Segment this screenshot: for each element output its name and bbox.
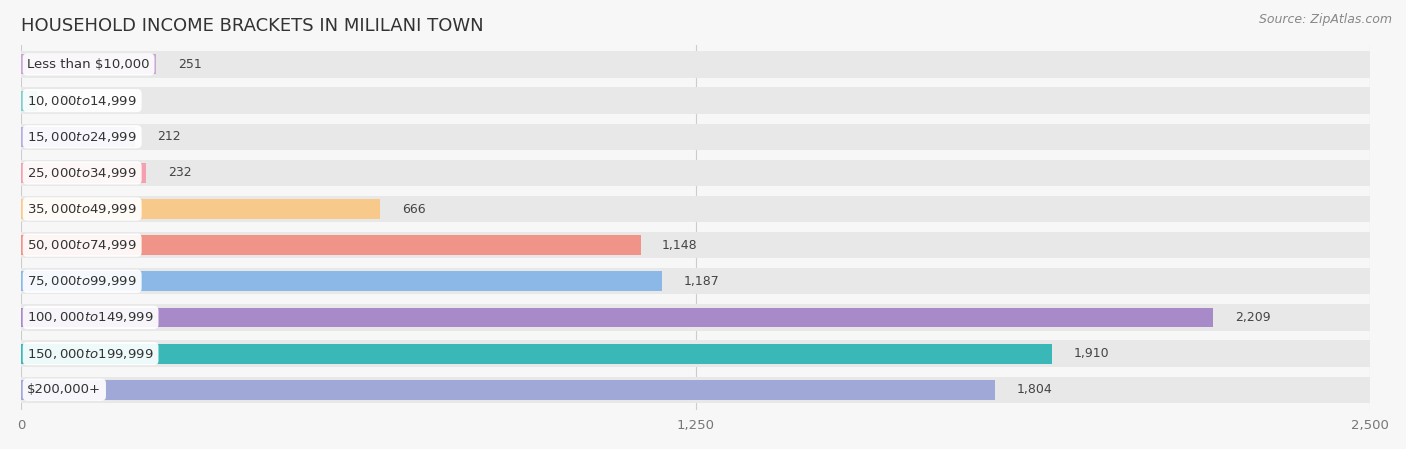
Text: 232: 232 [167,167,191,179]
Bar [21,54,156,75]
Text: $35,000 to $49,999: $35,000 to $49,999 [27,202,136,216]
Bar [21,91,37,110]
Bar [21,235,641,255]
Text: $200,000+: $200,000+ [27,383,101,396]
Text: HOUSEHOLD INCOME BRACKETS IN MILILANI TOWN: HOUSEHOLD INCOME BRACKETS IN MILILANI TO… [21,17,484,35]
Bar [21,51,1371,78]
Bar [21,88,1371,114]
Bar [21,343,1052,364]
Text: $75,000 to $99,999: $75,000 to $99,999 [27,274,136,288]
Text: 1,148: 1,148 [662,239,697,251]
Bar [21,127,135,147]
Text: $100,000 to $149,999: $100,000 to $149,999 [27,310,153,325]
Text: $150,000 to $199,999: $150,000 to $199,999 [27,347,153,361]
Text: 212: 212 [157,130,180,143]
Text: Source: ZipAtlas.com: Source: ZipAtlas.com [1258,13,1392,26]
Text: $15,000 to $24,999: $15,000 to $24,999 [27,130,136,144]
Text: 666: 666 [402,202,426,216]
Text: 1,187: 1,187 [683,275,718,288]
Text: 1,804: 1,804 [1017,383,1052,396]
Bar [21,304,1371,330]
Text: 2,209: 2,209 [1234,311,1271,324]
Bar [21,196,1371,222]
Bar [21,268,1371,295]
Text: $50,000 to $74,999: $50,000 to $74,999 [27,238,136,252]
Bar [21,340,1371,367]
Text: 251: 251 [179,58,201,71]
Bar [21,232,1371,258]
Bar [21,271,662,291]
Bar [21,163,146,183]
Bar [21,160,1371,186]
Bar [21,199,381,219]
Text: $10,000 to $14,999: $10,000 to $14,999 [27,93,136,108]
Text: Less than $10,000: Less than $10,000 [27,58,150,71]
Text: 29: 29 [58,94,75,107]
Bar [21,308,1213,327]
Text: 1,910: 1,910 [1074,347,1109,360]
Bar [21,380,994,400]
Bar [21,377,1371,403]
Bar [21,123,1371,150]
Text: $25,000 to $34,999: $25,000 to $34,999 [27,166,136,180]
